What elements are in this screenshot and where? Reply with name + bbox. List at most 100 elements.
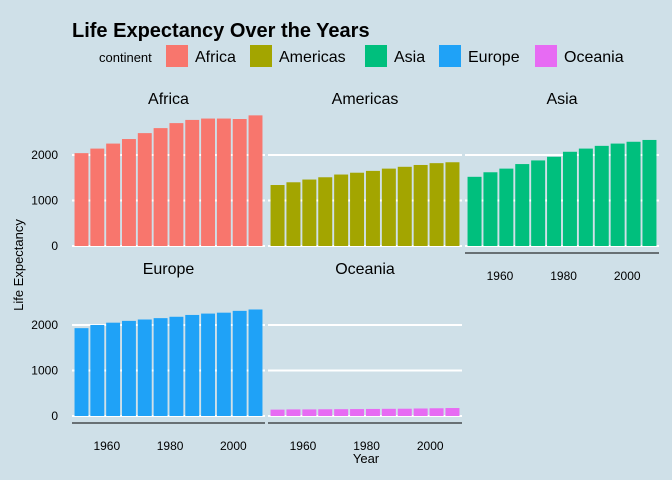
bar-asia-1962 [499,168,514,246]
y-tick-label: 1000 [31,193,58,207]
facet-strip-label: Asia [546,91,577,108]
bar-oceania-1952 [270,409,285,416]
x-tick-label: 2000 [220,439,247,453]
x-tick-label: 2000 [417,439,444,453]
bar-africa-1982 [169,123,184,246]
bar-oceania-1962 [302,409,317,416]
chart-title: Life Expectancy Over the Years [72,20,370,42]
bar-europe-2002 [232,310,247,416]
bar-oceania-1982 [365,408,380,416]
panel-africa: Africa 0 1000 2000 [31,91,265,253]
legend-swatch-asia [365,45,387,67]
y-tick-label: 0 [51,409,58,423]
bar-asia-2007 [642,139,657,246]
bar-asia-1992 [594,145,609,246]
bar-europe-1967 [121,320,136,416]
bar-africa-1967 [121,139,136,246]
bar-americas-1987 [381,168,396,246]
bar-europe-1957 [90,324,105,416]
bar-oceania-1987 [381,408,396,416]
bar-africa-1962 [106,143,121,246]
facet-strip-label: Africa [148,91,189,108]
bar-europe-1987 [185,314,200,416]
facet-strip-label: Americas [332,91,399,108]
panel-asia: Asia 1960 1980 2000 [465,91,659,283]
legend-label-europe: Europe [468,49,520,66]
x-tick-label: 1980 [157,439,184,453]
y-tick-label: 0 [51,239,58,253]
bar-asia-1957 [483,172,498,246]
bar-asia-1982 [562,151,577,246]
bar-americas-1972 [334,174,349,246]
legend-label-africa: Africa [195,49,236,66]
x-tick-label: 1980 [353,439,380,453]
bar-asia-1967 [515,164,530,246]
x-tick-label: 1980 [550,269,577,283]
x-tick-label: 1960 [487,269,514,283]
facet-strip-label: Oceania [335,261,395,278]
legend-label-oceania: Oceania [564,49,624,66]
bar-americas-1977 [350,172,365,246]
bar-europe-2007 [248,309,263,416]
y-tick-label: 1000 [31,363,58,377]
bar-europe-1952 [74,328,89,416]
bar-oceania-1972 [334,409,349,416]
y-tick-label: 2000 [31,148,58,162]
bar-asia-1952 [467,176,482,246]
y-axis-title: Life Expectancy [11,219,26,311]
legend-swatch-americas [250,45,272,67]
bar-americas-2002 [429,163,444,246]
x-tick-label: 2000 [614,269,641,283]
bar-americas-1957 [286,182,301,246]
bar-asia-2002 [626,141,641,246]
bar-americas-1982 [365,170,380,246]
bar-africa-1972 [137,133,152,246]
bar-africa-1992 [201,118,216,246]
bar-africa-1977 [153,128,168,246]
facet-strip-label: Europe [143,261,195,278]
bar-oceania-1967 [318,409,333,416]
bar-africa-2002 [232,119,247,246]
bar-europe-1972 [137,319,152,416]
bar-americas-1962 [302,179,317,246]
bar-americas-1952 [270,185,285,246]
x-tick-label: 1960 [93,439,120,453]
x-axis-title: Year [353,451,380,466]
panel-oceania: Oceania 1960 1980 2000 [268,261,462,453]
bar-africa-1957 [90,148,105,246]
bar-americas-1997 [413,164,428,246]
bar-africa-1952 [74,153,89,246]
bar-asia-1972 [531,160,546,246]
legend-swatch-europe [439,45,461,67]
legend-label-americas: Americas [279,49,346,66]
legend-swatch-africa [166,45,188,67]
bar-asia-1997 [610,143,625,246]
legend-label-asia: Asia [394,49,425,66]
bar-oceania-1957 [286,409,301,416]
bar-europe-1997 [216,312,231,416]
bar-africa-1997 [216,118,231,246]
bar-oceania-1997 [413,408,428,416]
panel-americas: Americas [268,91,462,247]
bar-asia-1977 [547,156,562,246]
bar-africa-1987 [185,119,200,246]
bar-oceania-1977 [350,409,365,416]
legend: Africa Americas Asia Europe Oceania [166,45,624,67]
legend-swatch-oceania [535,45,557,67]
legend-title: continent [99,50,152,65]
y-tick-label: 2000 [31,318,58,332]
bar-europe-1992 [201,313,216,416]
bar-europe-1962 [106,322,121,416]
bar-americas-2007 [445,162,460,246]
bar-americas-1967 [318,177,333,246]
x-tick-label: 1960 [290,439,317,453]
bar-africa-2007 [248,115,263,247]
bar-europe-1982 [169,316,184,416]
panel-europe: Europe 0 1000 2000 1960 1980 2000 [31,261,265,453]
bar-oceania-2007 [445,408,460,416]
bar-asia-1987 [578,148,593,246]
bar-europe-1977 [153,318,168,416]
bar-americas-1992 [397,166,412,246]
